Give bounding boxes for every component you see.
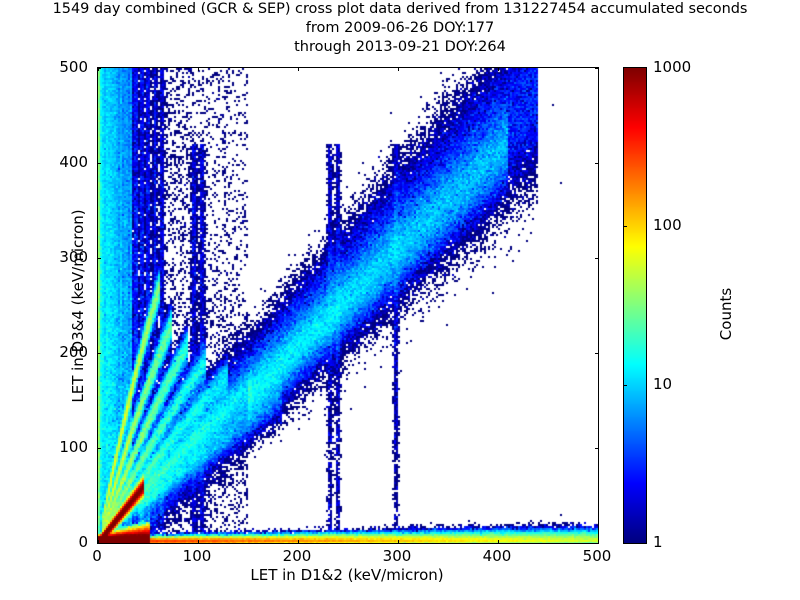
x-tick-mark — [198, 540, 199, 544]
y-tick-mark-right — [595, 448, 599, 449]
x-tick-label: 400 — [482, 547, 512, 565]
colorbar-tick-label: 100 — [653, 216, 682, 235]
y-tick-mark-right — [595, 258, 599, 259]
plot-area — [97, 67, 599, 544]
x-tick-label: 100 — [182, 547, 212, 565]
y-tick-mark — [97, 163, 101, 164]
x-tick-mark-top — [398, 67, 399, 71]
y-tick-mark-right — [595, 353, 599, 354]
y-tick-label: 300 — [59, 248, 88, 266]
x-tick-mark — [298, 540, 299, 544]
y-tick-mark — [97, 258, 101, 259]
colorbar-tick-label: 1000 — [653, 58, 692, 76]
y-axis-label: LET in D3&4 (keV/micron) — [69, 209, 87, 403]
x-tick-mark-top — [98, 67, 99, 71]
y-tick-label: 100 — [59, 438, 88, 456]
y-tick-label: 400 — [59, 153, 88, 171]
x-tick-mark-top — [598, 67, 599, 71]
x-tick-mark — [498, 540, 499, 544]
y-tick-mark — [97, 543, 101, 544]
x-tick-mark — [398, 540, 399, 544]
title-line-3: through 2013-09-21 DOY:264 — [294, 39, 506, 55]
x-tick-mark — [598, 540, 599, 544]
x-axis-label: LET in D1&2 (keV/micron) — [250, 566, 444, 584]
colorbar-label: Counts — [717, 287, 735, 341]
y-tick-label: 500 — [59, 58, 88, 76]
colorbar-tick-label: 1 — [653, 533, 663, 551]
y-tick-mark — [97, 448, 101, 449]
x-tick-mark-top — [298, 67, 299, 71]
colorbar-tick-label: 10 — [653, 374, 673, 393]
colorbar — [623, 67, 647, 544]
y-tick-label: 200 — [59, 343, 88, 361]
x-tick-label: 300 — [382, 547, 412, 565]
title-line-1: 1549 day combined (GCR & SEP) cross plot… — [52, 1, 748, 17]
y-tick-mark-right — [595, 163, 599, 164]
y-tick-mark — [97, 353, 101, 354]
heatmap-canvas — [98, 68, 598, 543]
x-tick-label: 500 — [582, 547, 612, 565]
x-tick-mark-top — [198, 67, 199, 71]
x-tick-mark-top — [498, 67, 499, 71]
title-line-2: from 2009-06-26 DOY:177 — [305, 20, 495, 36]
y-tick-mark-right — [595, 68, 599, 69]
y-tick-mark — [97, 68, 101, 69]
colorbar-tick-mark — [623, 384, 627, 386]
y-tick-label: 0 — [78, 533, 88, 551]
x-tick-mark — [98, 540, 99, 544]
x-tick-label: 200 — [282, 547, 312, 565]
colorbar-tick-mark — [623, 226, 627, 228]
colorbar-gradient — [624, 68, 646, 543]
chart-title: 1549 day combined (GCR & SEP) cross plot… — [0, 0, 800, 57]
x-tick-label: 0 — [92, 547, 102, 565]
y-tick-mark-right — [595, 543, 599, 544]
